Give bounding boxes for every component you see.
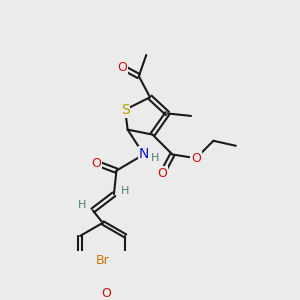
Text: S: S	[121, 103, 130, 117]
Text: H: H	[121, 185, 129, 196]
Text: Br: Br	[96, 254, 110, 267]
Text: O: O	[92, 157, 101, 170]
Text: H: H	[77, 200, 86, 210]
Text: H: H	[151, 153, 160, 163]
Text: O: O	[158, 167, 167, 180]
Text: O: O	[191, 152, 201, 165]
Text: N: N	[139, 148, 149, 161]
Text: O: O	[101, 287, 111, 300]
Text: O: O	[118, 61, 128, 74]
